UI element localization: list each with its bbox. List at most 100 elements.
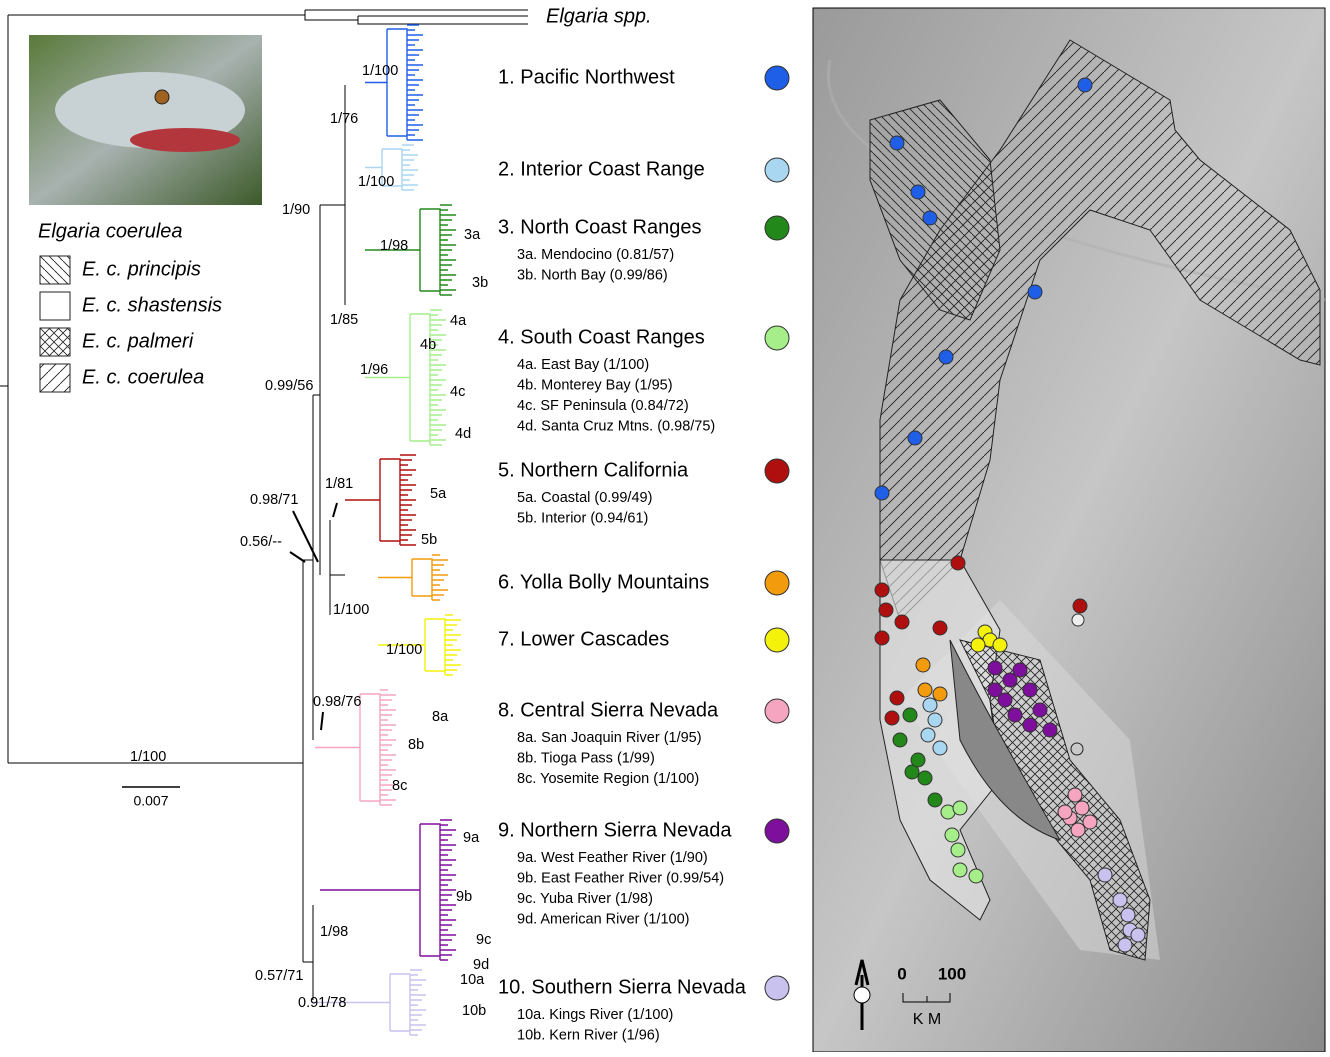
subclade-label: 10b. Kern River (1/96): [517, 1027, 660, 1043]
legend-swatch: [40, 292, 70, 320]
sample-point: [890, 691, 904, 705]
figure: Elgaria coerulea E. c. principisE. c. sh…: [0, 0, 1330, 1052]
clade-label: 9. Northern Sierra Nevada: [498, 819, 732, 841]
sample-point: [933, 687, 947, 701]
clade-dot: [765, 819, 789, 843]
sample-point: [921, 728, 935, 742]
sample-point: [945, 828, 959, 842]
legend-label: E. c. coerulea: [82, 366, 204, 388]
clade-dot: [765, 571, 789, 595]
outgroup-branch: [305, 10, 528, 24]
subclade-label: 9c. Yuba River (1/98): [517, 891, 653, 907]
subclade-label: 8a. San Joaquin River (1/95): [517, 730, 702, 746]
sample-point: [928, 713, 942, 727]
support-value: 1/98: [320, 924, 348, 940]
clade-label: 7. Lower Cascades: [498, 628, 669, 650]
sample-point: [971, 638, 985, 652]
sample-point: [953, 863, 967, 877]
sample-point: [893, 733, 907, 747]
tip-label: 5b: [421, 532, 437, 548]
scale-bar-label: 0.007: [133, 793, 168, 809]
subclade-label: 4c. SF Peninsula (0.84/72): [517, 398, 689, 414]
sample-point: [993, 638, 1007, 652]
tip-label: 9b: [456, 889, 472, 905]
clade-branches: [365, 205, 456, 295]
map-scale-unit: K M: [913, 1011, 941, 1028]
tip-label: 10a: [460, 972, 485, 988]
subclade-label: 5b. Interior (0.94/61): [517, 510, 648, 526]
clade-label: 6. Yolla Bolly Mountains: [498, 571, 709, 593]
clade-label: 10. Southern Sierra Nevada: [498, 976, 747, 998]
sample-point: [1098, 868, 1112, 882]
legend-swatch: [40, 256, 70, 284]
sample-point: [1118, 938, 1132, 952]
tip-label: 4a: [450, 313, 467, 329]
clade-label: 3. North Coast Ranges: [498, 216, 701, 238]
sample-point: [911, 753, 925, 767]
support-value: 1/100: [386, 642, 422, 658]
subclade-label: 10a. Kings River (1/100): [517, 1007, 673, 1023]
support-value: 1/100: [362, 63, 398, 79]
sample-point: [875, 486, 889, 500]
support-value: 1/81: [325, 476, 353, 492]
sample-point: [969, 869, 983, 883]
sample-point: [885, 711, 899, 725]
tip-label: 4b: [420, 337, 436, 353]
clade-branches: [345, 455, 416, 545]
clade-dot: [765, 216, 789, 240]
sample-point: [903, 708, 917, 722]
tip-label: 8a: [432, 709, 449, 725]
sample-point: [916, 658, 930, 672]
sample-point: [933, 741, 947, 755]
sample-point: [918, 771, 932, 785]
tip-label: 4d: [455, 426, 471, 442]
support-value: 1/90: [282, 202, 310, 218]
clade-label: 8. Central Sierra Nevada: [498, 699, 719, 721]
sample-point: [1043, 723, 1057, 737]
legend-title: Elgaria coerulea: [38, 220, 183, 242]
lizard-mouth: [130, 128, 240, 152]
tip-label: 8b: [408, 737, 424, 753]
sample-point: [1068, 788, 1082, 802]
clade-dot: [765, 326, 789, 350]
legend-swatch: [40, 328, 70, 356]
tip-label: 10b: [462, 1003, 486, 1019]
sample-point: [951, 843, 965, 857]
tip-label: 5a: [430, 486, 447, 502]
lizard-eye: [155, 90, 169, 104]
support-value: 1/100: [333, 602, 369, 618]
clade-label: 5. Northern California: [498, 459, 689, 481]
clade-label: 4. South Coast Ranges: [498, 326, 705, 348]
support-value: 1/100: [358, 174, 394, 190]
subclade-label: 8b. Tioga Pass (1/99): [517, 750, 655, 766]
support-value: 0.56/--: [240, 534, 282, 550]
support-value: 1/85: [330, 312, 358, 328]
sample-point: [1058, 805, 1072, 819]
sample-point: [1072, 614, 1084, 626]
subclade-label: 3a. Mendocino (0.81/57): [517, 247, 674, 263]
sample-point: [1121, 908, 1135, 922]
sample-point: [923, 211, 937, 225]
sample-point: [1071, 823, 1085, 837]
sample-point: [988, 661, 1002, 675]
sample-point: [1075, 801, 1089, 815]
sample-point: [1113, 893, 1127, 907]
tip-label: 3b: [472, 275, 488, 291]
sample-point: [1008, 708, 1022, 722]
sample-point: [1073, 599, 1087, 613]
tip-label: 9c: [476, 932, 491, 948]
support-value: 0.91/78: [298, 995, 346, 1011]
support-value: 1/100: [130, 749, 166, 765]
sample-point: [890, 136, 904, 150]
sample-point: [951, 556, 965, 570]
sample-point: [908, 431, 922, 445]
north-arrow-badge: [854, 987, 870, 1003]
support-value: 1/76: [330, 111, 358, 127]
sample-point: [879, 603, 893, 617]
outgroup-label: Elgaria spp.: [546, 5, 652, 27]
sample-point: [1023, 718, 1037, 732]
sample-point: [1131, 928, 1145, 942]
sample-point: [875, 583, 889, 597]
legend-label: E. c. principis: [82, 258, 201, 280]
